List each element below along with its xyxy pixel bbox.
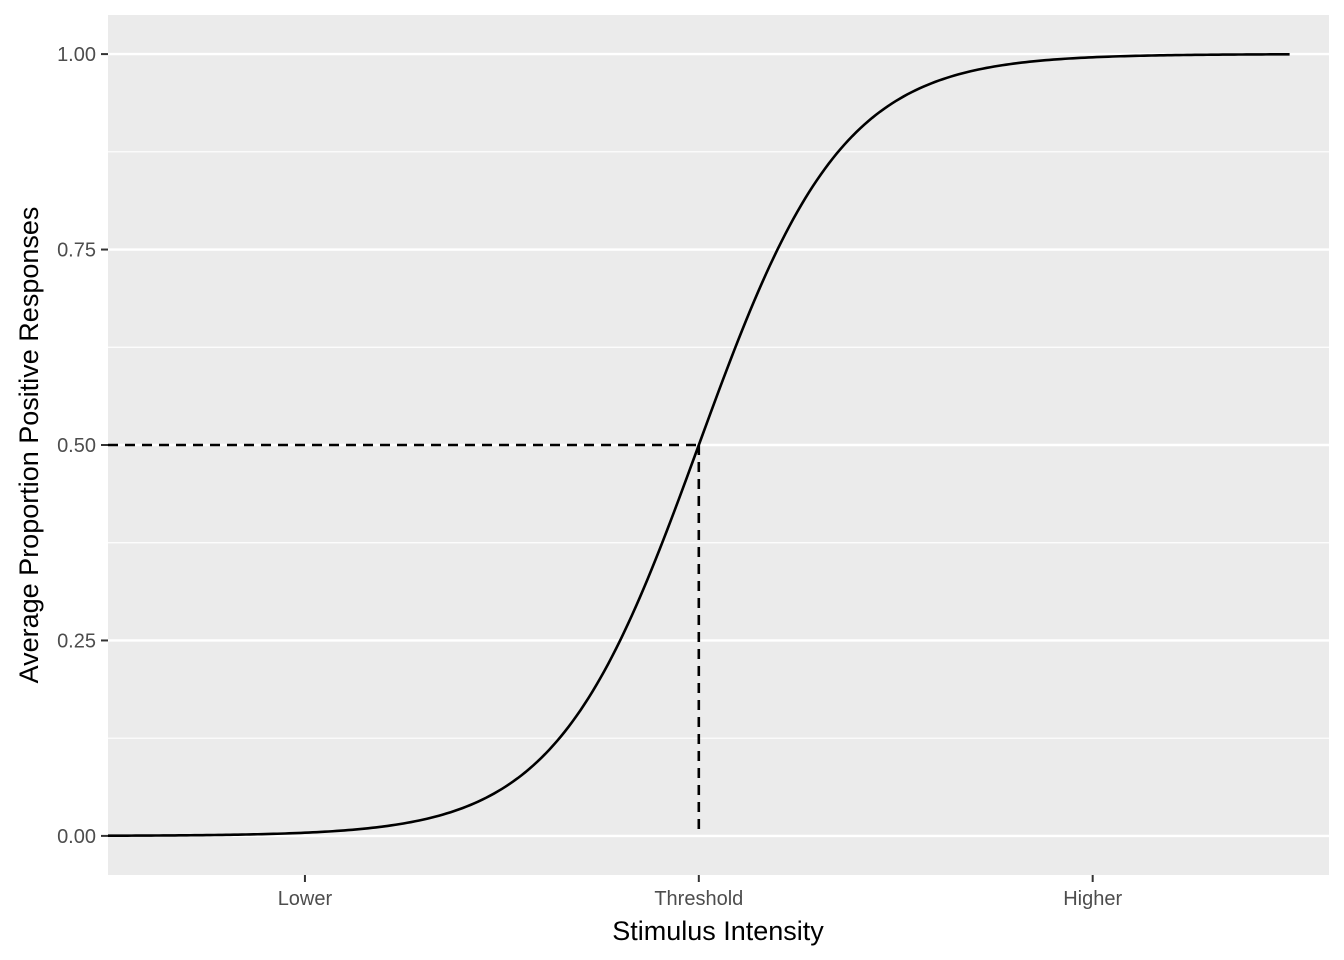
x-tick-label: Threshold: [654, 888, 743, 910]
x-tick-label: Lower: [278, 888, 333, 910]
major-gridlines: [108, 52, 1329, 838]
y-tick-label: 0.25: [57, 630, 96, 652]
x-tick-label: Higher: [1063, 888, 1122, 910]
psychometric-curve: [107, 53, 1290, 838]
series-layer: [107, 53, 1290, 838]
y-tick-label: 0.75: [57, 240, 96, 262]
y-axis-title: Average Proportion Positive Responses: [14, 207, 44, 684]
minor-gridlines: [108, 151, 1329, 739]
x-axis: Lower Threshold Higher: [278, 875, 1122, 910]
y-axis: 0.00 0.25 0.50 0.75 1.00: [57, 44, 108, 848]
y-tick-label: 1.00: [57, 44, 96, 66]
threshold-guides: [108, 443, 701, 836]
y-tick-label: 0.50: [57, 435, 96, 457]
x-axis-title: Stimulus Intensity: [612, 916, 824, 946]
y-tick-label: 0.00: [57, 826, 96, 848]
